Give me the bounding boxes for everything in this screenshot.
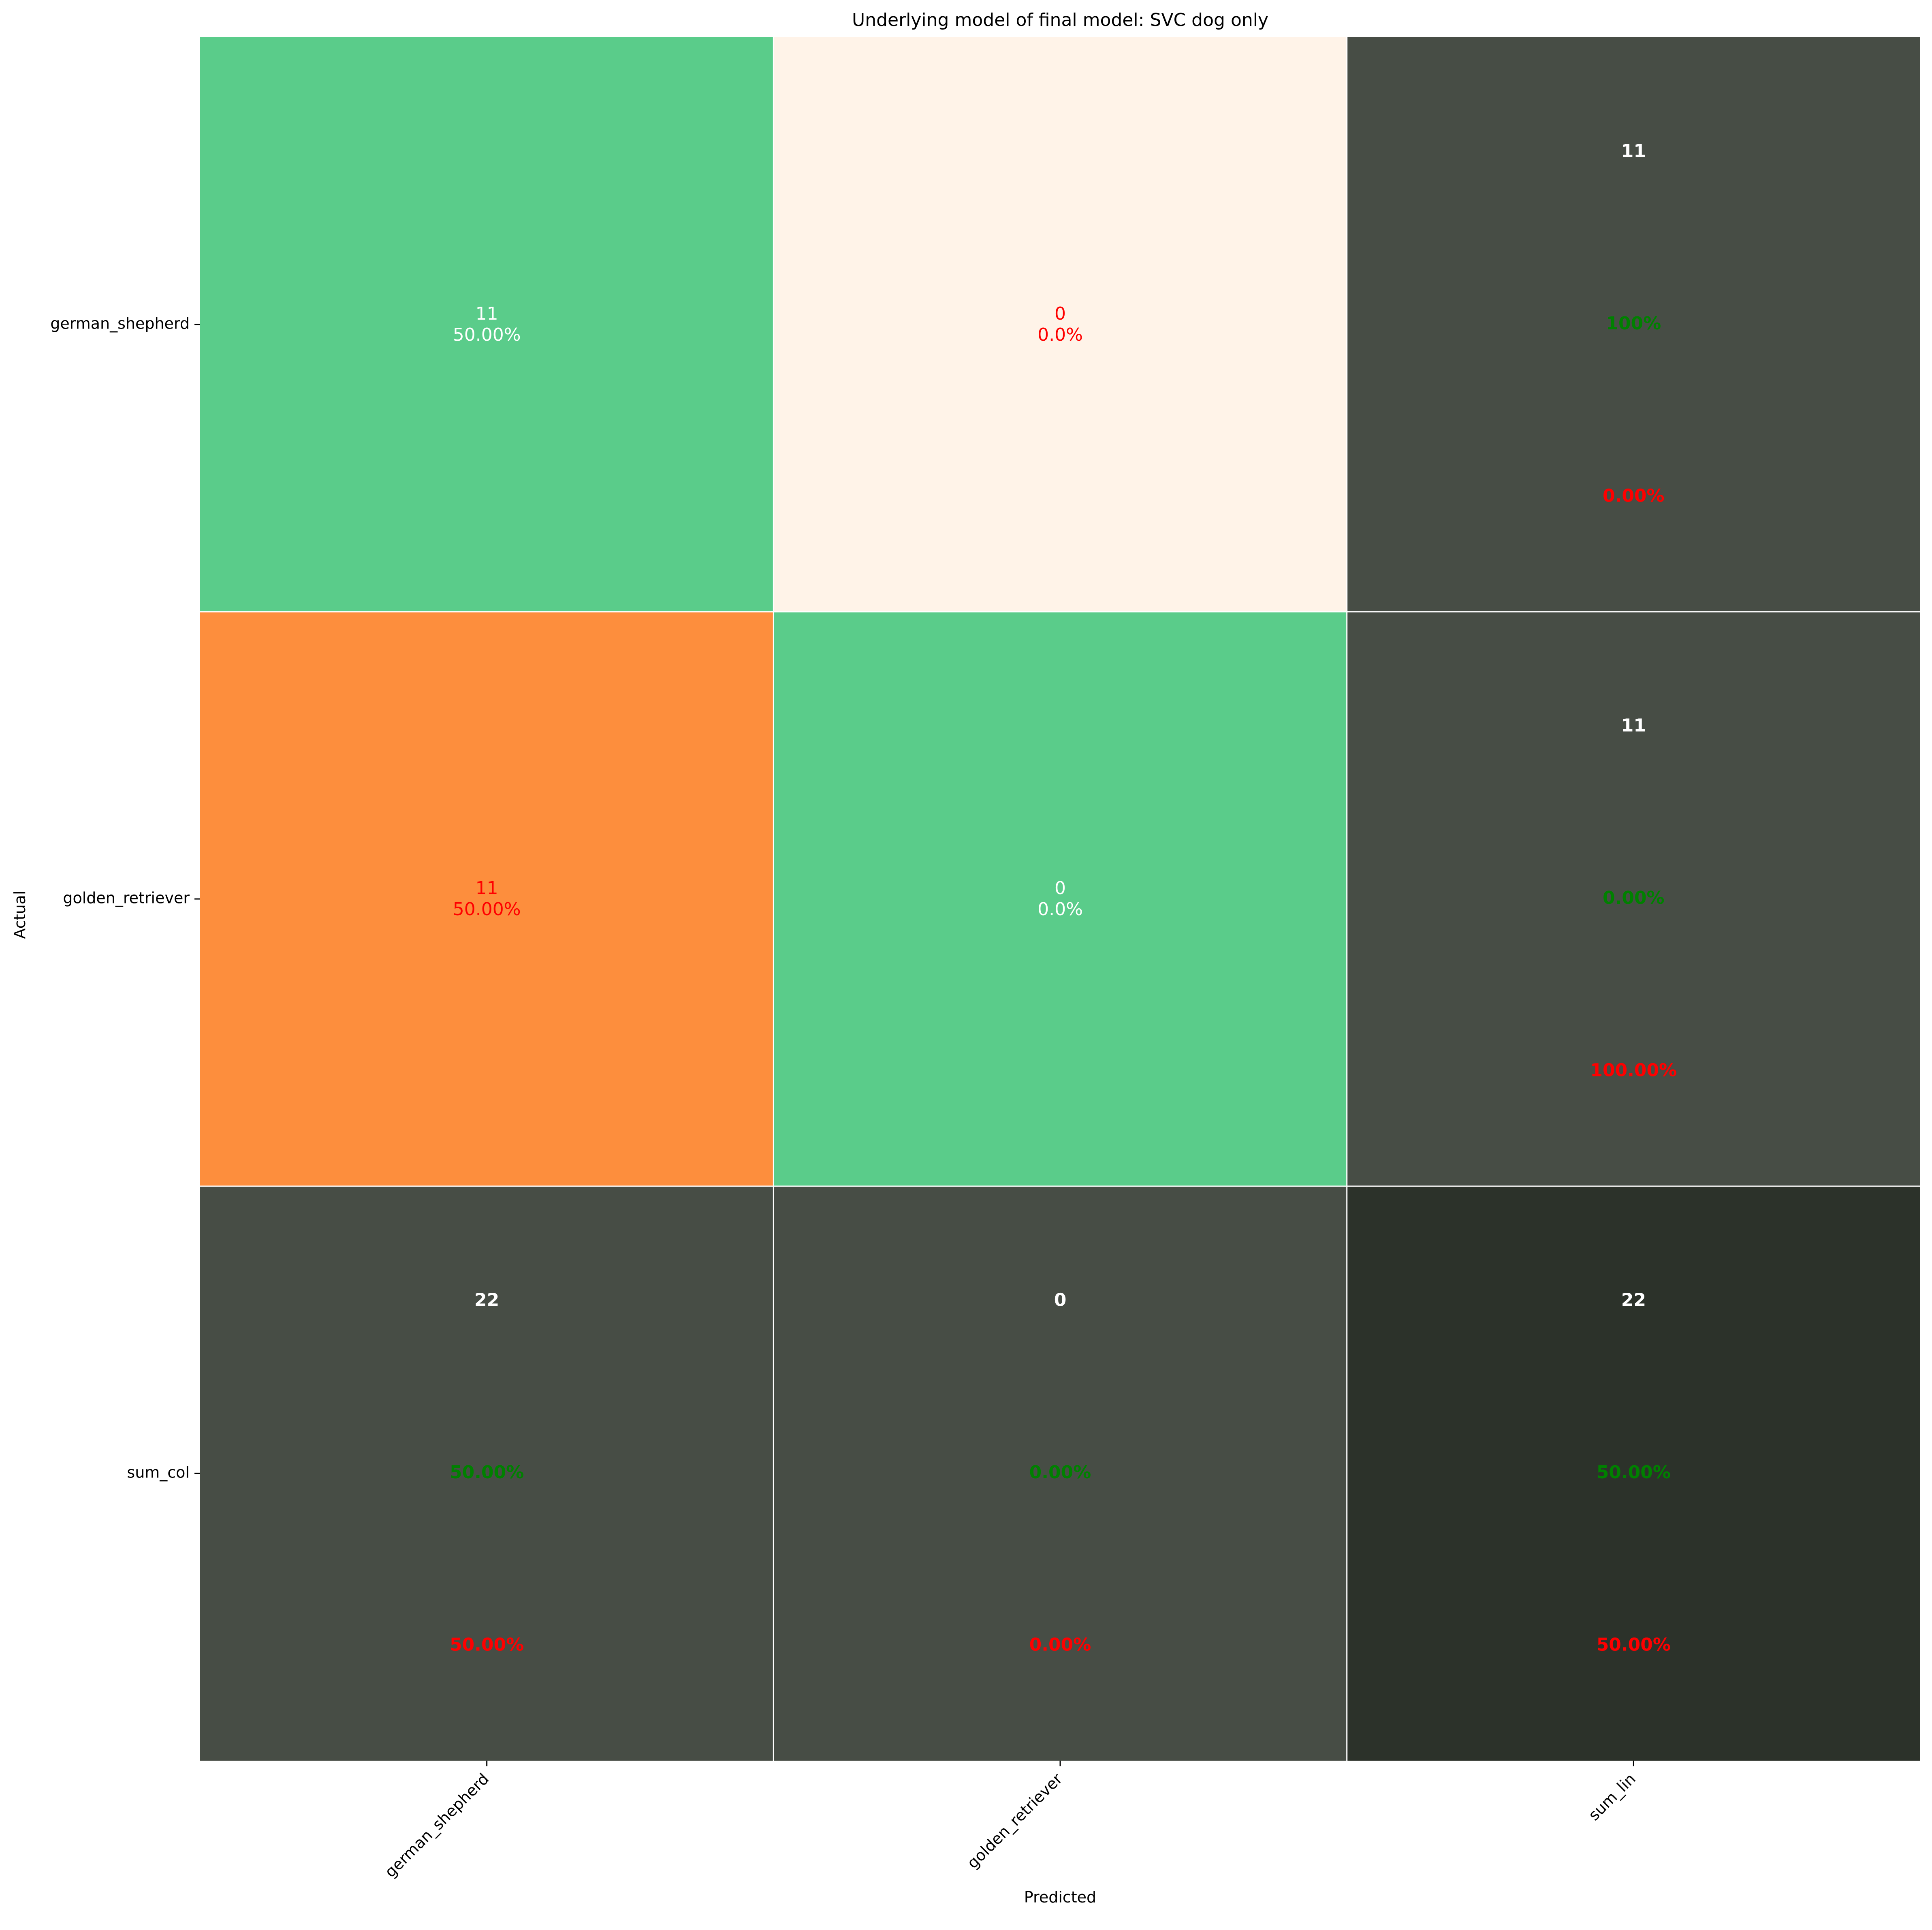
cell-count-label: 22 — [1621, 1290, 1646, 1311]
cell-pct-label: 0.0% — [1038, 899, 1083, 920]
heatmap-cell — [200, 1186, 774, 1761]
cell-red-pct-label: 0.00% — [1603, 485, 1665, 506]
cell-red-pct-label: 50.00% — [1597, 1634, 1671, 1655]
cell-green-pct-label: 0.00% — [1603, 888, 1665, 908]
y-axis-label: Actual — [11, 890, 29, 939]
x-tick-label: golden_retriever — [964, 1770, 1066, 1872]
cell-green-pct-label: 50.00% — [450, 1462, 524, 1483]
heatmap-cell — [1347, 1186, 1920, 1761]
heatmap-cell — [1347, 612, 1920, 1186]
heatmap-cell — [200, 612, 774, 1186]
y-axis-ticks: german_shepherd golden_retriever sum_col — [50, 315, 200, 1482]
cell-count-label: 11 — [1621, 141, 1646, 162]
heatmap-cell — [773, 1186, 1347, 1761]
x-tick-label: sum_lin — [1585, 1770, 1639, 1824]
cell-count-label: 11 — [476, 878, 498, 899]
x-tick-label: german_shepherd — [381, 1770, 492, 1881]
cell-count-label: 0 — [1055, 303, 1066, 324]
cell-red-pct-label: 0.00% — [1029, 1634, 1091, 1655]
heatmap-cell — [773, 612, 1347, 1186]
x-axis-label: Predicted — [1024, 1888, 1096, 1906]
cell-pct-label: 50.00% — [453, 899, 521, 920]
heatmap-cells — [200, 37, 1920, 1761]
cell-pct-label: 50.00% — [453, 325, 521, 345]
chart-title: Underlying model of final model: SVC dog… — [852, 10, 1268, 30]
cell-labels: 1150.00%00.0%11100%0.00%1150.00%00.0%110… — [450, 141, 1677, 1655]
heatmap-cell — [1347, 37, 1920, 612]
heatmap-cell — [200, 37, 774, 612]
x-axis-ticks: german_shepherd golden_retriever sum_lin — [381, 1761, 1639, 1881]
y-tick-label: sum_col — [127, 1464, 190, 1482]
gridlines — [200, 37, 1920, 1761]
y-tick-label: german_shepherd — [50, 315, 190, 333]
cell-count-label: 11 — [476, 303, 498, 324]
cell-pct-label: 0.0% — [1038, 325, 1083, 345]
cell-red-pct-label: 100.00% — [1590, 1060, 1677, 1080]
cell-green-pct-label: 50.00% — [1597, 1462, 1671, 1483]
cell-count-label: 0 — [1055, 878, 1066, 899]
cell-count-label: 0 — [1054, 1290, 1067, 1311]
cell-red-pct-label: 50.00% — [450, 1634, 524, 1655]
cell-count-label: 11 — [1621, 715, 1646, 736]
cell-green-pct-label: 100% — [1606, 313, 1661, 334]
heatmap-cell — [773, 37, 1347, 612]
cell-count-label: 22 — [474, 1290, 499, 1311]
cell-green-pct-label: 0.00% — [1029, 1462, 1091, 1483]
y-tick-label: golden_retriever — [63, 889, 190, 907]
